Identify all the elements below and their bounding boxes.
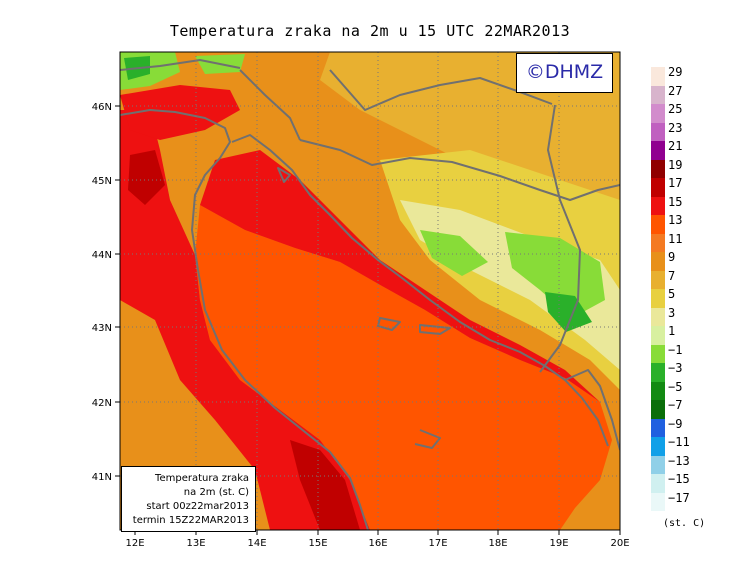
cold-patch-1 (420, 230, 488, 276)
legend-swatch (651, 326, 665, 345)
legend-label: 21 (668, 139, 683, 153)
legend-swatch (651, 252, 665, 271)
dhmz-logo: ©DHMZ (516, 53, 613, 93)
legend-label: 25 (668, 102, 683, 116)
legend-swatch (651, 307, 665, 326)
island-3 (277, 167, 291, 183)
legend-label: 13 (668, 213, 683, 227)
italy-dark-hot (290, 440, 360, 530)
legend-swatch (651, 178, 665, 197)
legend-label: 11 (668, 231, 683, 246)
border-slovenia (239, 69, 301, 141)
legend-swatch (651, 122, 665, 141)
x-tick-15E: 15E (308, 538, 327, 549)
y-tick-42N: 42N (92, 398, 112, 409)
info-line-3: start 00z22mar2013 (146, 501, 249, 512)
island-1 (377, 317, 401, 331)
legend-label: −3 (668, 361, 683, 375)
legend-swatch (651, 455, 665, 474)
legend-swatch (651, 437, 665, 456)
cold-patch-3 (545, 292, 592, 332)
y-tick-45N: 45N (92, 176, 112, 187)
map-title: Temperatura zraka na 2m u 15 UTC 22MAR20… (169, 22, 571, 40)
legend-label: −5 (668, 379, 683, 394)
legend-swatch (651, 270, 665, 289)
legend-label: 15 (668, 194, 683, 209)
legend-swatch (651, 289, 665, 308)
x-tick-14E: 14E (247, 538, 266, 549)
info-box: Temperatura zraka na 2m (st. C) start 00… (121, 466, 256, 532)
legend-swatch (651, 418, 665, 437)
legend-label: −11 (668, 435, 690, 449)
legend-label: 9 (668, 250, 676, 264)
legend-swatch (651, 85, 665, 104)
y-tick-46N: 46N (92, 102, 112, 113)
x-tick-20E: 20E (610, 538, 629, 549)
legend-label: −15 (668, 472, 690, 486)
legend-label: 1 (668, 324, 676, 338)
legend-swatch (651, 233, 665, 252)
legend-label: 7 (668, 268, 676, 283)
legend-label: 5 (668, 287, 676, 301)
legend-label: −17 (668, 490, 690, 505)
legend-label: 27 (668, 83, 683, 98)
legend-swatch (651, 215, 665, 234)
legend-label: 29 (668, 65, 683, 79)
x-tick-16E: 16E (368, 538, 387, 549)
info-line-1: Temperatura zraka (155, 473, 249, 484)
border-croatia-bosnia (299, 139, 620, 201)
legend-swatch (651, 363, 665, 382)
legend-swatch (651, 492, 665, 511)
legend-label: −9 (668, 416, 683, 431)
y-tick-41N: 41N (92, 472, 112, 483)
legend-label: 23 (668, 120, 683, 135)
info-line-2: na 2m (st. C) (183, 487, 249, 498)
legend-swatch (651, 67, 665, 86)
legend-swatch (651, 196, 665, 215)
legend-label: 19 (668, 157, 683, 172)
legend-label: 17 (668, 176, 683, 190)
legend-unit: (st. C) (663, 518, 706, 529)
croatia-coastline (231, 134, 609, 447)
dhmz-logo-text: ©DHMZ (525, 61, 604, 83)
border-alps (120, 59, 241, 71)
legend-swatch (651, 104, 665, 123)
legend-label: −1 (668, 342, 683, 357)
x-tick-18E: 18E (488, 538, 507, 549)
legend-label: −7 (668, 398, 683, 412)
y-tick-44N: 44N (92, 250, 112, 261)
border-albania (564, 369, 620, 451)
x-tick-19E: 19E (549, 538, 568, 549)
legend-swatch (651, 159, 665, 178)
x-tick-12E: 12E (125, 538, 144, 549)
legend-label: −13 (668, 453, 690, 468)
x-tick-13E: 13E (186, 538, 205, 549)
legend-swatch (651, 344, 665, 363)
legend-label: 3 (668, 305, 676, 320)
north-italy-dark (128, 150, 165, 205)
legend-swatch (651, 141, 665, 160)
legend-swatch (651, 400, 665, 419)
legend-swatch (651, 381, 665, 400)
map-frame (119, 51, 621, 531)
info-line-4: termin 15Z22MAR2013 (132, 515, 249, 526)
legend-swatch (651, 474, 665, 493)
gargano-coast (414, 429, 441, 449)
y-tick-43N: 43N (92, 323, 112, 334)
italy-coastline (120, 109, 369, 530)
adriatic-sea (195, 205, 612, 530)
border-bosnia-serbia (539, 104, 581, 373)
x-tick-17E: 17E (428, 538, 447, 549)
